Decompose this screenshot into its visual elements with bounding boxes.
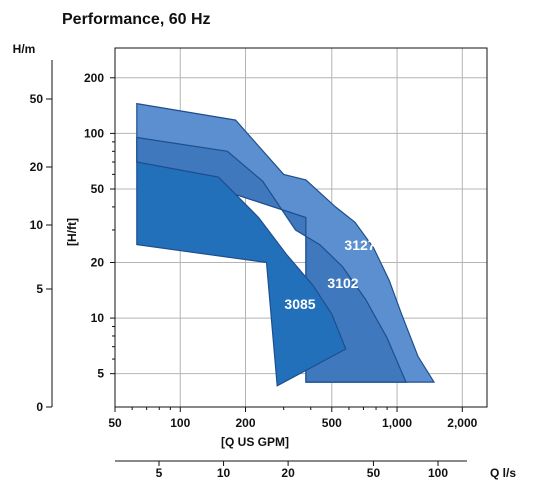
y2-tick-label: 0 <box>36 400 43 414</box>
y-tick-label: 50 <box>91 182 105 196</box>
x-tick-label: 1,000 <box>382 416 412 430</box>
x2-tick-label: 5 <box>156 466 163 480</box>
x-tick-label: 2,000 <box>447 416 477 430</box>
y2-tick-label: 10 <box>30 218 44 232</box>
axes: 50 100 200 500 1,000 2,000 5 10 20 50 100 200 0 5 10 20… <box>30 60 478 480</box>
x-tick-label: 200 <box>236 416 256 430</box>
y-tick-label: 200 <box>84 71 104 85</box>
series-label-3085: 3085 <box>284 296 315 312</box>
plot-frame <box>114 47 488 408</box>
pump-envelopes: 3127 3102 3085 <box>136 102 436 387</box>
y2-tick-label: 50 <box>30 92 44 106</box>
y2-tick-label: 20 <box>30 160 44 174</box>
series-label-3127: 3127 <box>344 237 375 253</box>
chart-title: Performance, 60 Hz <box>62 11 211 28</box>
x-tick-label: 50 <box>108 416 122 430</box>
x-tick-label: 500 <box>322 416 342 430</box>
envelope-3102 <box>136 136 407 383</box>
series-label-3102: 3102 <box>327 275 358 291</box>
y-axis-label: [H/ft] <box>65 218 79 246</box>
y-tick-label: 10 <box>91 311 105 325</box>
x2-axis-label: Q l/s <box>490 466 516 480</box>
y-tick-label: 100 <box>84 126 104 140</box>
y-tick-label: 5 <box>97 367 104 381</box>
x2-tick-label: 100 <box>428 466 448 480</box>
y2-tick-label: 5 <box>36 282 43 296</box>
plot-border <box>114 47 488 408</box>
x2-tick-label: 50 <box>367 466 381 480</box>
x2-tick-label: 10 <box>217 466 231 480</box>
x-tick-label: 100 <box>170 416 190 430</box>
x-axis-label: [Q US GPM] <box>221 435 289 449</box>
envelope-3085 <box>136 161 347 387</box>
y-tick-label: 20 <box>91 255 105 269</box>
x2-tick-label: 20 <box>281 466 295 480</box>
y2-axis-label: H/m <box>13 42 36 56</box>
